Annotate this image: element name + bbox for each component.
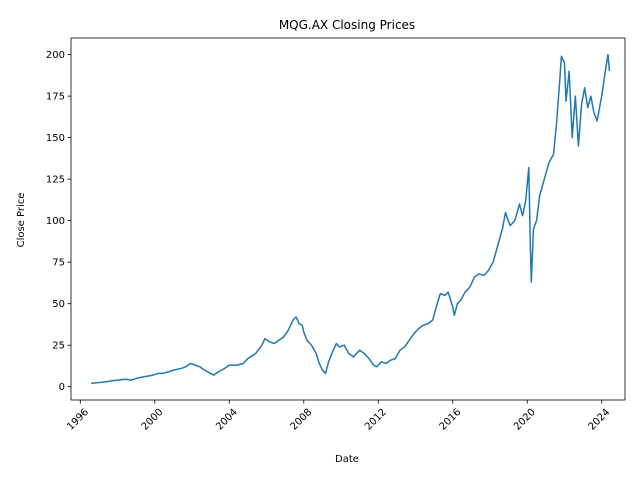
y-tick-label: 75 xyxy=(52,258,65,269)
axes-frame xyxy=(70,37,626,401)
series-line xyxy=(91,53,611,385)
y-tick-label: 125 xyxy=(46,175,65,186)
y-tick-label: 200 xyxy=(46,50,65,61)
y-tick-label: 100 xyxy=(46,216,65,227)
y-tick-label: 0 xyxy=(59,382,65,393)
y-tick-label: 25 xyxy=(52,341,65,352)
x-axis-title: Date xyxy=(335,454,359,465)
y-tick-label: 150 xyxy=(46,133,65,144)
chart-title: MQG.AX Closing Prices xyxy=(279,18,415,32)
y-axis-title: Close Price xyxy=(16,193,27,248)
y-tick-label: 175 xyxy=(46,92,65,103)
y-tick-label: 50 xyxy=(52,299,65,310)
